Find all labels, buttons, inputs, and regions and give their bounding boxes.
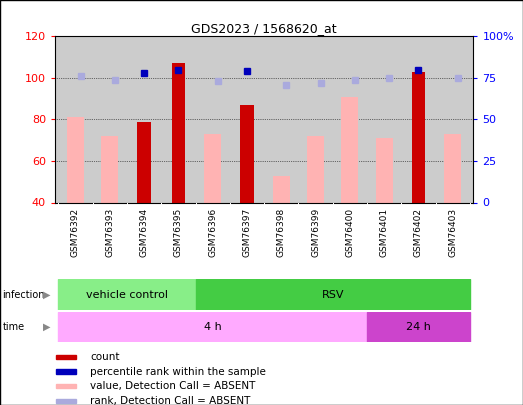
Bar [367,312,470,342]
Text: GSM76399: GSM76399 [311,208,320,257]
Text: value, Detection Call = ABSENT: value, Detection Call = ABSENT [90,381,255,391]
Bar [412,72,425,202]
Text: GSM76392: GSM76392 [71,208,80,257]
Text: GSM76393: GSM76393 [105,208,115,257]
Bar [272,175,290,202]
Bar [56,384,76,388]
Text: 24 h: 24 h [406,322,431,332]
Bar [240,105,254,202]
Bar [196,279,470,310]
Bar [137,122,151,202]
Text: time: time [3,322,25,332]
Text: count: count [90,352,119,362]
Text: GSM76395: GSM76395 [174,208,183,257]
Text: percentile rank within the sample: percentile rank within the sample [90,367,266,377]
Text: GSM76400: GSM76400 [345,208,355,257]
Text: vehicle control: vehicle control [86,290,168,300]
Text: ▶: ▶ [43,322,50,332]
Bar [67,117,84,202]
Text: rank, Detection Call = ABSENT: rank, Detection Call = ABSENT [90,396,251,405]
Bar [307,136,324,202]
Bar [172,64,185,202]
Text: GSM76396: GSM76396 [208,208,217,257]
Bar [59,312,367,342]
Text: ▶: ▶ [43,290,50,300]
Bar [59,279,196,310]
Text: GSM76394: GSM76394 [140,208,149,257]
Text: RSV: RSV [322,290,344,300]
Text: GSM76397: GSM76397 [243,208,252,257]
Text: GSM76398: GSM76398 [277,208,286,257]
Text: 4 h: 4 h [204,322,222,332]
Title: GDS2023 / 1568620_at: GDS2023 / 1568620_at [191,22,337,35]
Bar [342,97,358,202]
Bar [204,134,221,202]
Bar [376,138,393,202]
Text: infection: infection [3,290,45,300]
Bar [56,399,76,403]
Text: GSM76402: GSM76402 [414,208,423,257]
Bar [56,355,76,359]
Bar [101,136,118,202]
Bar [56,369,76,373]
Text: GSM76403: GSM76403 [448,208,457,257]
Text: GSM76401: GSM76401 [380,208,389,257]
Bar [444,134,461,202]
